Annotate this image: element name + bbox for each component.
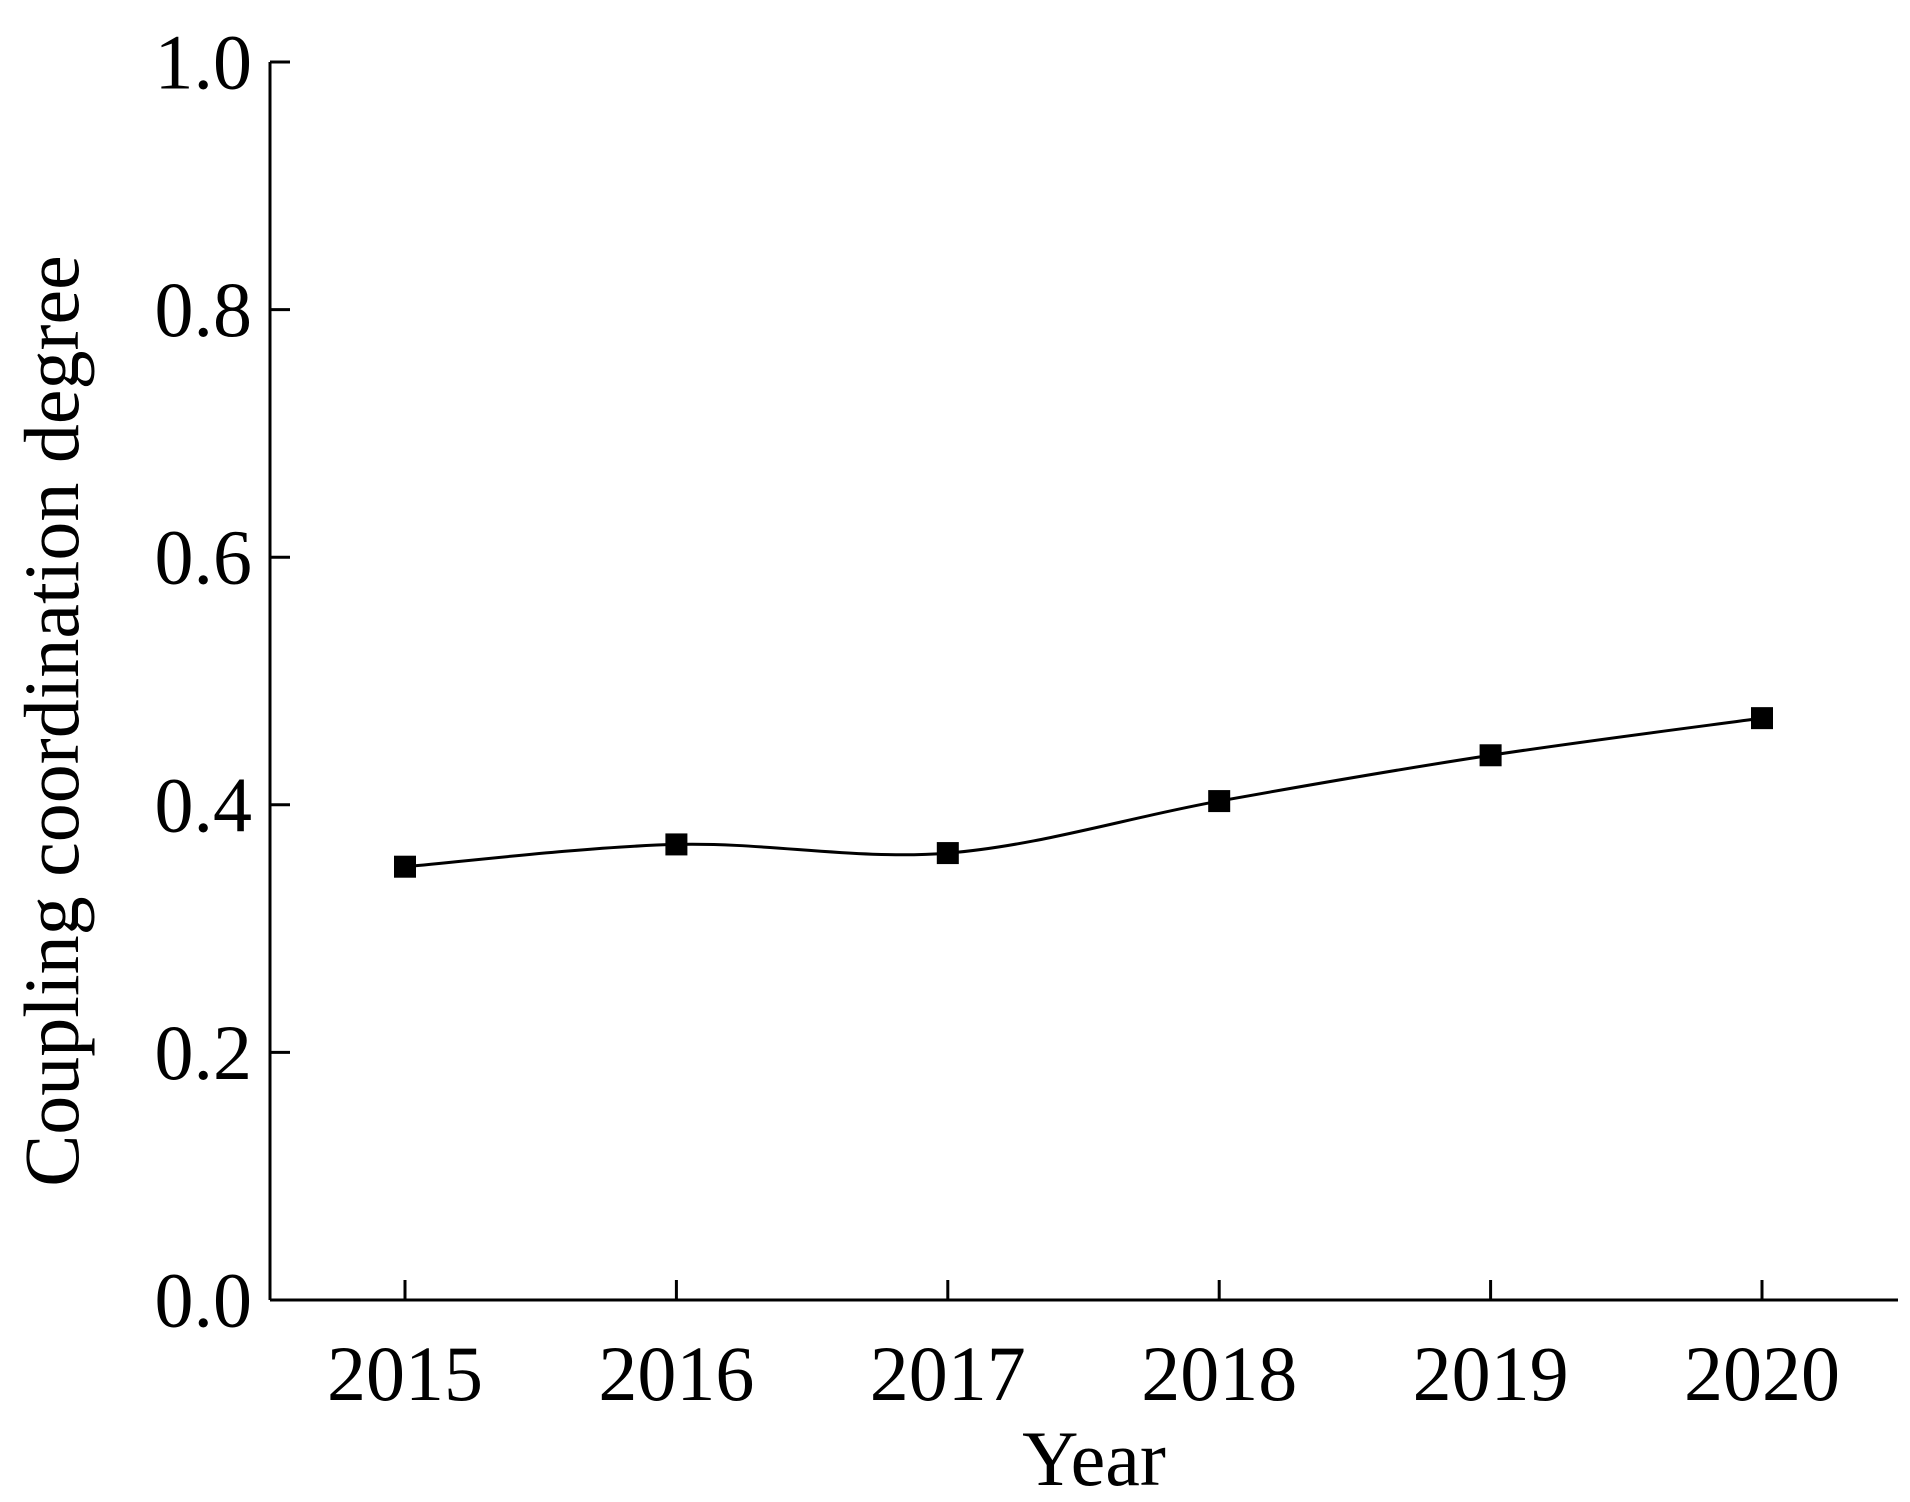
- data-point-marker: [936, 842, 959, 865]
- data-point-marker: [1479, 744, 1502, 767]
- series: [394, 707, 1773, 878]
- data-point-marker: [665, 833, 688, 856]
- series-line: [404, 716, 1763, 869]
- data-point-marker: [1751, 707, 1773, 730]
- x-tick-label: 2015: [327, 1330, 483, 1417]
- x-tick-label: 2019: [1413, 1330, 1569, 1417]
- x-tick-label: 2020: [1684, 1330, 1840, 1417]
- y-ticks: 0.0 0.2 0.4 0.6 0.8 1.0: [155, 19, 290, 1344]
- x-tick-label: 2017: [870, 1330, 1026, 1417]
- y-tick-label: 0.0: [155, 1257, 253, 1344]
- x-tick-label: 2016: [598, 1330, 754, 1417]
- x-axis-label: Year: [1022, 1415, 1166, 1502]
- x-ticks: 2015 2016 2017 2018 2019 2020: [327, 1280, 1840, 1417]
- y-tick-label: 0.2: [155, 1009, 253, 1096]
- data-point-marker: [1208, 790, 1231, 813]
- y-tick-label: 0.6: [155, 514, 253, 601]
- y-axis-label: Coupling coordination degree: [8, 255, 95, 1186]
- y-tick-label: 1.0: [155, 19, 253, 106]
- axes: [268, 62, 1898, 1302]
- y-tick-label: 0.4: [155, 761, 253, 848]
- axis-labels: Year Coupling coordination degree: [8, 255, 1166, 1502]
- x-tick-label: 2018: [1141, 1330, 1297, 1417]
- y-tick-label: 0.8: [155, 266, 253, 353]
- data-point-marker: [394, 855, 416, 878]
